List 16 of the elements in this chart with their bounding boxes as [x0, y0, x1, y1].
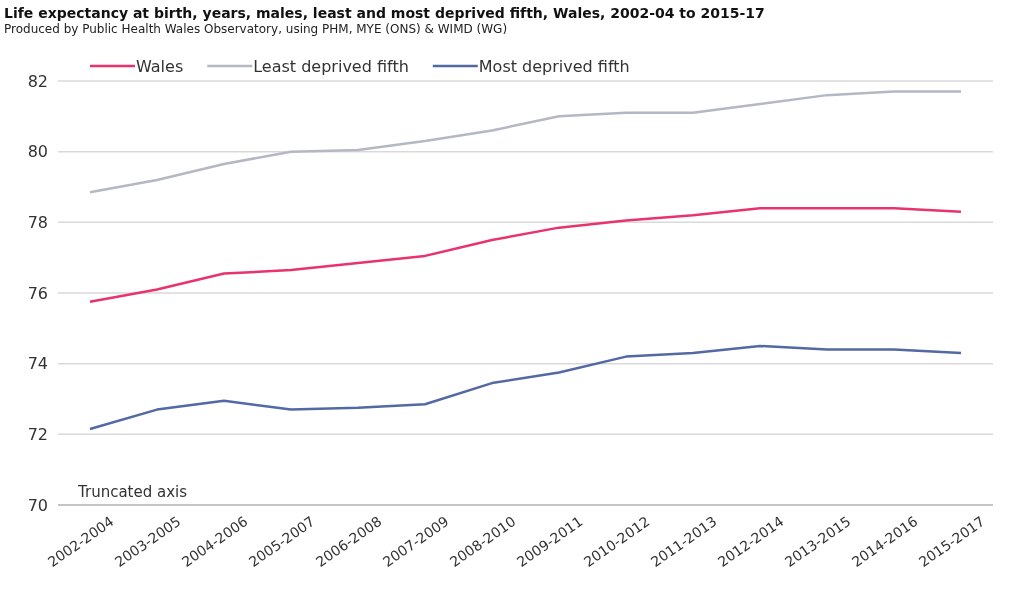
- y-tick-label: 82: [27, 71, 48, 91]
- legend-label: Most deprived fifth: [478, 57, 630, 76]
- line-series: [88, 90, 963, 194]
- y-tick-label: 80: [27, 142, 48, 162]
- y-tick-label: 78: [27, 212, 48, 232]
- legend-label: Least deprived fifth: [253, 57, 409, 76]
- line-series: [88, 344, 963, 431]
- y-tick-label: 72: [27, 424, 48, 444]
- y-tick-label: 74: [27, 354, 48, 374]
- chart-title: Life expectancy at birth, years, males, least and most deprived fifth, Wales, 2002-04 to 2015-17: [4, 5, 765, 21]
- line-series: [88, 206, 963, 304]
- chart-subtitle: Produced by Public Health Wales Observatory, using PHM, MYE (ONS) & WIMD (WG): [4, 22, 508, 36]
- legend-label: Wales: [136, 57, 184, 76]
- y-tick-label: 70: [27, 495, 48, 515]
- annotation: Truncated axis: [77, 483, 188, 501]
- y-tick-label: 76: [27, 283, 48, 303]
